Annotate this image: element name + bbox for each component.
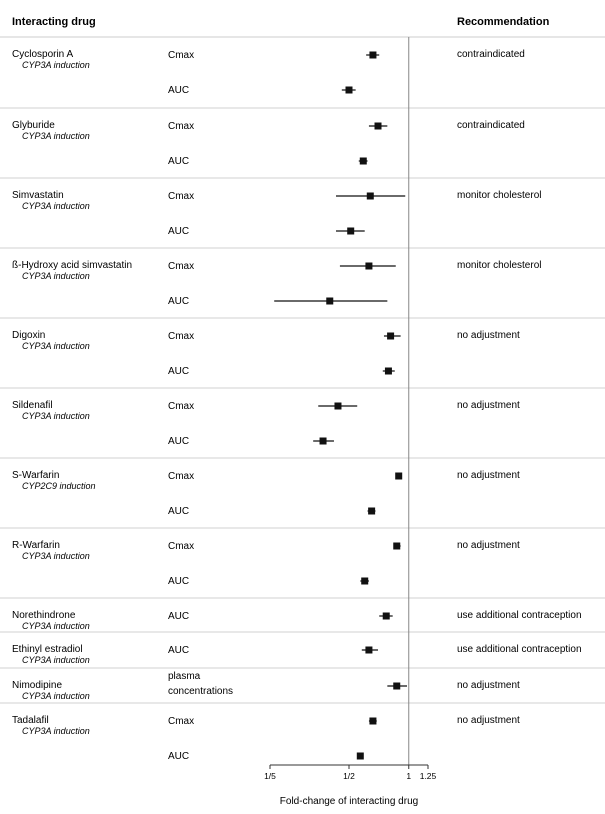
point-estimate: [365, 262, 373, 270]
recommendation-text: monitor cholesterol: [457, 260, 541, 271]
measure-label: AUC: [168, 611, 189, 622]
point-estimate: [365, 646, 373, 654]
point-estimate: [369, 717, 377, 725]
measure-label: AUC: [168, 156, 189, 167]
x-axis: 1/5 1/2 1 1.25: [264, 764, 437, 781]
drug-name: Nimodipine: [12, 680, 62, 691]
mechanism-label: CYP3A induction: [22, 551, 90, 561]
point-estimate: [366, 192, 374, 200]
point-estimate: [393, 542, 401, 550]
mechanism-label: CYP3A induction: [22, 411, 90, 421]
recommendation-text: use additional contraception: [457, 644, 582, 655]
mechanism-label: CYP3A induction: [22, 131, 90, 141]
recommendation-text: contraindicated: [457, 49, 525, 60]
point-estimate: [359, 157, 367, 165]
x-tick-label: 1: [406, 771, 411, 781]
recommendation-text: contraindicated: [457, 120, 525, 131]
measure-label: Cmax: [168, 50, 194, 61]
drug-name: ß-Hydroxy acid simvastatin: [12, 260, 132, 271]
recommendation-text: no adjustment: [457, 680, 520, 691]
drug-column-header: Interacting drug: [12, 16, 96, 28]
recommendation-text: no adjustment: [457, 470, 520, 481]
point-estimate: [384, 367, 392, 375]
measure-label: Cmax: [168, 191, 194, 202]
point-estimate: [368, 507, 376, 515]
drug-name: Simvastatin: [12, 190, 64, 201]
measure-label: Cmax: [168, 331, 194, 342]
drug-name: Glyburide: [12, 120, 55, 131]
x-axis-label: Fold-change of interacting drug: [280, 796, 418, 807]
recommendation-text: no adjustment: [457, 715, 520, 726]
measure-label: AUC: [168, 366, 189, 377]
drug-name: Ethinyl estradiol: [12, 644, 83, 655]
mechanism-label: CYP3A induction: [22, 201, 90, 211]
drug-name: Tadalafil: [12, 715, 49, 726]
recommendation-text: no adjustment: [457, 540, 520, 551]
mechanism-label: CYP3A induction: [22, 621, 90, 631]
measure-label: AUC: [168, 751, 189, 762]
point-estimate: [393, 682, 401, 690]
point-estimate: [395, 472, 403, 480]
mechanism-label: CYP3A induction: [22, 726, 90, 736]
point-estimate: [387, 332, 395, 340]
point-estimate: [382, 612, 390, 620]
point-estimate: [334, 402, 342, 410]
measure-label: Cmax: [168, 716, 194, 727]
drug-name: Sildenafil: [12, 400, 53, 411]
measure-label: AUC: [168, 296, 189, 307]
recommendation-text: no adjustment: [457, 330, 520, 341]
recommendation-text: monitor cholesterol: [457, 190, 541, 201]
mechanism-label: CYP2C9 induction: [22, 481, 96, 491]
measure-label: AUC: [168, 576, 189, 587]
measure-label: Cmax: [168, 541, 194, 552]
point-estimate: [361, 577, 369, 585]
forest-marks: [274, 37, 410, 765]
measure-label: AUC: [168, 645, 189, 656]
point-estimate: [356, 752, 364, 760]
drug-name: Cyclosporin A: [12, 49, 73, 60]
mechanism-label: CYP3A induction: [22, 655, 90, 665]
point-estimate: [326, 297, 334, 305]
point-estimate: [345, 86, 353, 94]
point-estimate: [319, 437, 327, 445]
x-tick-label: 1/5: [264, 771, 276, 781]
measure-label: Cmax: [168, 261, 194, 272]
point-estimate: [374, 122, 382, 130]
x-tick-label: 1/2: [343, 771, 355, 781]
measure-label: AUC: [168, 226, 189, 237]
recommendation-column-header: Recommendation: [457, 16, 550, 28]
drug-name: R-Warfarin: [12, 540, 60, 551]
mechanism-label: CYP3A induction: [22, 271, 90, 281]
drug-name: Norethindrone: [12, 610, 76, 621]
drug-name: S-Warfarin: [12, 470, 59, 481]
measure-label: Cmax: [168, 121, 194, 132]
mechanism-label: CYP3A induction: [22, 691, 90, 701]
measure-label: Cmax: [168, 401, 194, 412]
recommendation-text: no adjustment: [457, 400, 520, 411]
point-estimate: [347, 227, 355, 235]
measure-label: AUC: [168, 85, 189, 96]
measure-label: AUC: [168, 506, 189, 517]
point-estimate: [369, 51, 377, 59]
measure-label: plasma concentrations: [168, 671, 233, 697]
mechanism-label: CYP3A induction: [22, 60, 90, 70]
recommendation-text: use additional contraception: [457, 610, 582, 621]
drug-name: Digoxin: [12, 330, 45, 341]
measure-label: Cmax: [168, 471, 194, 482]
x-tick-label: 1.25: [420, 771, 437, 781]
measure-label: AUC: [168, 436, 189, 447]
mechanism-label: CYP3A induction: [22, 341, 90, 351]
